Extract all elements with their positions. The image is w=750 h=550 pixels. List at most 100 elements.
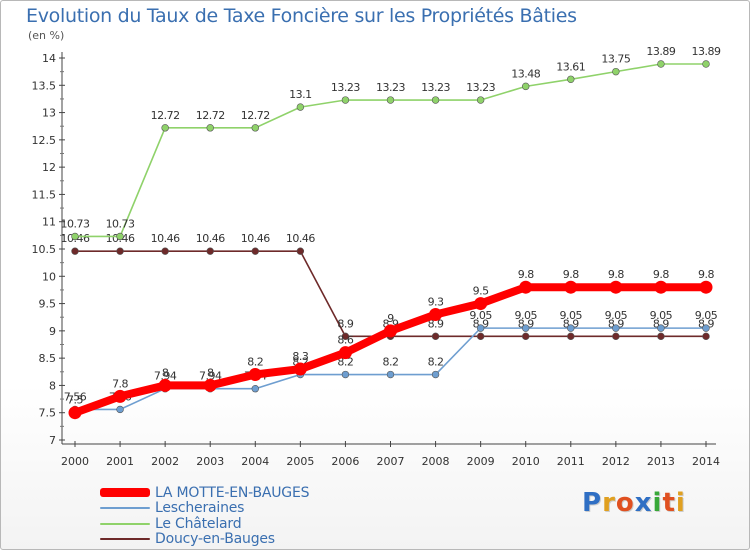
data-point-le-chatelard [702, 60, 710, 68]
x-tick-label: 2003 [196, 455, 224, 468]
data-point-lescheraines [341, 370, 350, 379]
data-point-le-chatelard [71, 232, 79, 241]
data-label-le-chatelard: 13.75 [601, 53, 630, 66]
data-label-la-motte-en-bauges: 8.6 [337, 334, 353, 347]
data-point-le-chatelard [161, 124, 169, 132]
data-label-la-motte-en-bauges: 9.3 [428, 295, 444, 308]
data-point-la-motte-en-bauges [68, 406, 82, 420]
data-point-la-motte-en-bauges [113, 389, 127, 403]
x-tick-label: 2012 [602, 455, 630, 468]
data-point-la-motte-en-bauges [654, 280, 668, 294]
y-tick-label: 11.5 [32, 188, 57, 201]
data-label-le-chatelard: 12.72 [241, 109, 270, 122]
legend-swatch [100, 538, 150, 541]
data-point-le-chatelard [251, 124, 259, 132]
x-tick-label: 2000 [61, 455, 89, 468]
logo-letter: P [582, 488, 603, 518]
data-point-lescheraines [567, 324, 575, 332]
data-point-la-motte-en-bauges [609, 280, 623, 294]
data-label-lescheraines: 9.05 [514, 309, 537, 322]
x-tick-label: 2010 [512, 455, 540, 468]
data-point-lescheraines [251, 385, 259, 393]
data-label-la-motte-en-bauges: 7.5 [67, 394, 83, 407]
data-label-doucy-en-bauges: 10.46 [151, 232, 180, 245]
series-line-la-motte-en-bauges [71, 283, 710, 417]
data-point-doucy-en-bauges [522, 332, 530, 341]
proxiti-logo: Proxiti [582, 488, 686, 518]
data-point-doucy-en-bauges [657, 332, 665, 341]
data-point-la-motte-en-bauges [564, 280, 578, 294]
data-point-doucy-en-bauges [161, 247, 169, 255]
legend-label: Le Châtelard [155, 515, 242, 532]
y-tick-label: 14 [42, 52, 56, 65]
data-label-le-chatelard: 12.72 [151, 109, 180, 122]
data-label-doucy-en-bauges: 8.9 [337, 317, 353, 330]
data-point-la-motte-en-bauges [474, 297, 488, 311]
data-label-lescheraines: 8.2 [337, 356, 353, 369]
data-point-la-motte-en-bauges [384, 324, 397, 338]
data-label-la-motte-en-bauges: 8.2 [247, 356, 263, 369]
data-point-doucy-en-bauges [206, 247, 214, 255]
legend-item-lescheraines: Lescheraines [100, 500, 309, 516]
data-label-doucy-en-bauges: 10.46 [241, 232, 270, 245]
data-label-le-chatelard: 12.72 [196, 109, 225, 122]
data-point-lescheraines [702, 324, 710, 332]
chart-unit-label: (en %) [28, 29, 65, 42]
data-point-le-chatelard [431, 96, 440, 104]
y-tick-label: 10 [42, 270, 56, 283]
y-tick-label: 11 [42, 216, 56, 229]
data-label-lescheraines: 8.2 [383, 356, 399, 369]
data-label-la-motte-en-bauges: 9.8 [563, 268, 579, 281]
data-label-le-chatelard: 10.73 [61, 217, 90, 230]
y-tick-label: 13.5 [32, 79, 57, 92]
data-label-lescheraines: 9.05 [650, 309, 673, 322]
data-label-le-chatelard: 13.89 [646, 45, 675, 58]
data-label-la-motte-en-bauges: 9.8 [653, 268, 669, 281]
data-label-lescheraines: 9.05 [469, 309, 492, 322]
data-label-lescheraines: 8.2 [428, 356, 444, 369]
data-label-la-motte-en-bauges: 7.8 [112, 377, 128, 390]
data-point-le-chatelard [657, 60, 665, 68]
data-label-le-chatelard: 13.1 [289, 88, 312, 101]
data-point-lescheraines [476, 324, 485, 332]
y-tick-label: 7 [49, 434, 56, 447]
x-tick-label: 2005 [286, 455, 314, 468]
data-label-doucy-en-bauges: 8.9 [608, 317, 624, 330]
logo-letter: x [634, 488, 653, 518]
data-label-le-chatelard: 13.23 [331, 81, 360, 94]
data-label-doucy-en-bauges: 8.9 [698, 317, 714, 330]
y-tick-label: 7.5 [39, 407, 57, 420]
y-tick-label: 8 [49, 379, 56, 392]
x-tick-label: 2001 [106, 455, 134, 468]
logo-letter: t [662, 488, 676, 518]
data-point-la-motte-en-bauges [519, 280, 533, 294]
y-tick-label: 8.5 [39, 352, 57, 365]
data-label-le-chatelard: 13.23 [376, 81, 405, 94]
chart-title: Evolution du Taux de Taxe Foncière sur l… [26, 5, 577, 27]
data-point-doucy-en-bauges [341, 332, 350, 341]
x-tick-label: 2002 [151, 455, 179, 468]
data-label-la-motte-en-bauges: 9 [387, 312, 394, 325]
y-tick-label: 10.5 [32, 243, 57, 256]
data-point-le-chatelard [476, 96, 485, 104]
x-tick-label: 2006 [331, 455, 359, 468]
legend-item-le-chatelard: Le Châtelard [100, 516, 309, 532]
data-label-doucy-en-bauges: 8.9 [473, 317, 489, 330]
legend-label: Doucy-en-Bauges [155, 531, 275, 548]
data-point-doucy-en-bauges [612, 332, 620, 341]
data-label-le-chatelard: 13.23 [421, 81, 450, 94]
data-label-le-chatelard: 13.48 [511, 67, 540, 80]
data-point-doucy-en-bauges [251, 247, 259, 255]
data-point-lescheraines [431, 370, 440, 379]
x-tick-label: 2014 [692, 455, 720, 468]
y-tick-label: 9.5 [39, 298, 57, 311]
data-point-le-chatelard [116, 232, 124, 241]
data-point-la-motte-en-bauges [203, 378, 217, 392]
data-point-doucy-en-bauges [431, 332, 440, 341]
data-label-le-chatelard: 10.73 [106, 217, 135, 230]
logo-letter: r [602, 488, 616, 518]
data-label-le-chatelard: 13.23 [466, 81, 495, 94]
data-label-lescheraines: 9.05 [560, 309, 583, 322]
